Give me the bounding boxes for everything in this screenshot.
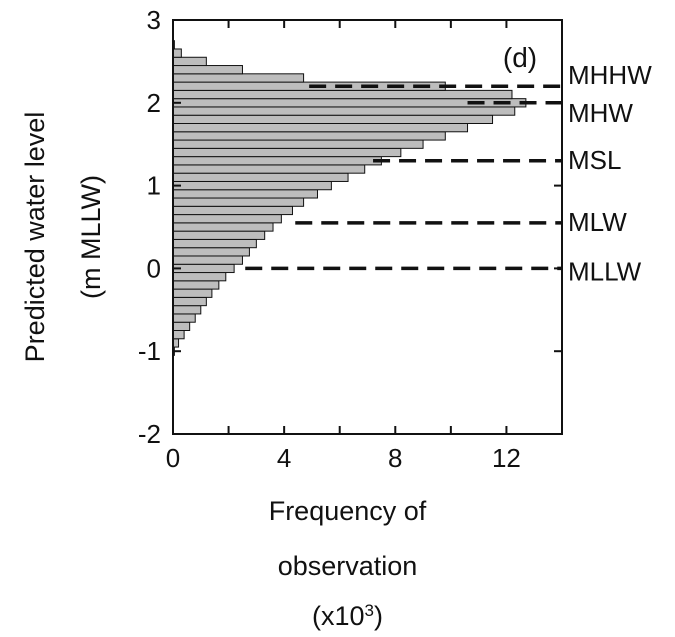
histogram-bar-3 (172, 321, 191, 332)
plot-frame (172, 19, 563, 435)
x-axis-label-unit-exponent: 3 (365, 601, 374, 620)
histogram-bar-4 (172, 313, 196, 323)
y-tick-label: -1 (138, 336, 161, 366)
x-tick-label: 4 (277, 443, 291, 473)
y-axis-label-line-2: (m MLLW) (76, 175, 106, 299)
x-axis-label-unit-prefix: (x10 (312, 601, 365, 631)
x-tick-label: 0 (166, 443, 180, 473)
x-axis-label-line-3: (x103) (312, 601, 383, 632)
histogram-bar-31 (172, 89, 513, 100)
histogram-bar-16 (172, 214, 282, 224)
histogram-bar-25 (172, 139, 424, 149)
histogram-bar-22 (172, 164, 366, 174)
histogram-bar-29 (172, 106, 516, 116)
histogram-bar-23 (172, 156, 382, 166)
histogram-bar-24 (172, 147, 402, 158)
histogram-bar-18 (172, 197, 305, 207)
histogram-bar-11 (172, 255, 243, 265)
x-tick-label: 12 (492, 443, 521, 473)
x-axis-label-unit-suffix: ) (374, 601, 383, 631)
histogram-bar-27 (172, 123, 469, 133)
x-tick-label: 8 (388, 443, 402, 473)
y-axis-label-line-1: Predicted water level (20, 112, 50, 363)
histogram-bar-2 (172, 330, 185, 340)
panel-label: (d) (503, 42, 537, 73)
reference-lines: MHHW MHW MSL MLW MLLW (245, 60, 652, 286)
histogram-bar-35 (172, 56, 207, 67)
histogram-bar-33 (172, 73, 305, 83)
reference-label-msl: MSL (568, 145, 621, 175)
histogram-bar-34 (172, 65, 243, 75)
histogram-bar-17 (172, 205, 293, 216)
histogram-bar-19 (172, 189, 318, 199)
histogram-bar-7 (172, 288, 213, 298)
y-tick-label: -2 (138, 419, 161, 449)
x-axis-label-line-2: observation (278, 551, 418, 581)
y-tick-label: 3 (147, 5, 161, 35)
histogram-bar-13 (172, 238, 257, 249)
x-axis-label-line-1: Frequency of (269, 496, 427, 526)
histogram-bar-8 (172, 280, 220, 290)
reference-label-mhhw: MHHW (568, 60, 652, 90)
histogram-bar-9 (172, 272, 227, 282)
histogram-bar-20 (172, 180, 332, 191)
histogram-bar-21 (172, 172, 349, 182)
y-tick-label: 2 (147, 88, 161, 118)
histogram-bar-28 (172, 114, 494, 125)
histogram-bar-14 (172, 230, 266, 240)
histogram-bar-36 (172, 48, 182, 58)
histogram-bar-6 (172, 296, 207, 307)
y-tick-label: 0 (147, 253, 161, 283)
histogram-bar-26 (172, 131, 446, 141)
reference-label-mllw: MLLW (568, 256, 642, 286)
reference-label-mhw: MHW (568, 98, 633, 128)
histogram-bar-15 (172, 222, 274, 232)
histogram-bar-10 (172, 263, 235, 274)
histogram-bar-12 (172, 247, 250, 257)
histogram-bar-5 (172, 305, 202, 315)
y-tick-label: 1 (147, 171, 161, 201)
reference-label-mlw: MLW (568, 207, 627, 237)
